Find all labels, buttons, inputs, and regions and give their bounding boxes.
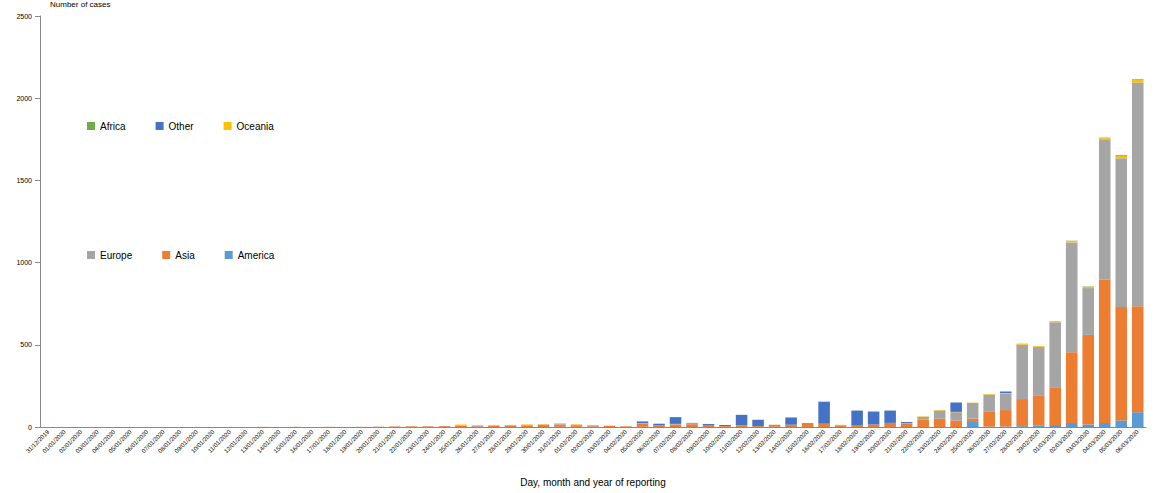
svg-text:31/01/2020: 31/01/2020 — [536, 428, 563, 455]
svg-text:0: 0 — [28, 424, 32, 431]
svg-text:03/02/2020: 03/02/2020 — [586, 428, 612, 455]
svg-text:05/01/2020: 05/01/2020 — [107, 428, 133, 455]
svg-text:11/02/2020: 11/02/2020 — [718, 428, 744, 454]
svg-text:America: America — [238, 250, 275, 261]
svg-text:01/01/2020: 01/01/2020 — [41, 428, 67, 455]
svg-text:2000: 2000 — [16, 95, 32, 102]
svg-text:Europe: Europe — [100, 250, 133, 261]
svg-text:Asia: Asia — [175, 250, 195, 261]
svg-text:04/03/2020: 04/03/2020 — [1081, 428, 1107, 455]
svg-text:04/02/2020: 04/02/2020 — [602, 428, 629, 455]
svg-text:03/01/2020: 03/01/2020 — [74, 428, 100, 455]
svg-text:1000: 1000 — [16, 259, 32, 266]
svg-text:12/01/2020: 12/01/2020 — [223, 428, 249, 455]
svg-text:14/01/2020: 14/01/2020 — [256, 428, 282, 455]
svg-text:22/01/2020: 22/01/2020 — [388, 428, 414, 455]
svg-text:15/02/2020: 15/02/2020 — [784, 428, 810, 455]
svg-text:24/02/2020: 24/02/2020 — [932, 428, 959, 455]
svg-text:500: 500 — [20, 341, 32, 348]
svg-text:02/01/2020: 02/01/2020 — [58, 428, 84, 455]
svg-text:13/02/2020: 13/02/2020 — [751, 428, 777, 455]
svg-text:18/02/2020: 18/02/2020 — [833, 428, 860, 455]
svg-text:13/01/2020: 13/01/2020 — [239, 428, 265, 455]
svg-text:28/02/2020: 28/02/2020 — [998, 428, 1025, 455]
svg-text:06/01/2020: 06/01/2020 — [124, 428, 150, 455]
svg-text:20/02/2020: 20/02/2020 — [866, 428, 893, 455]
svg-text:21/01/2020: 21/01/2020 — [371, 428, 397, 455]
svg-text:23/02/2020: 23/02/2020 — [916, 428, 942, 455]
svg-text:05/03/2020: 05/03/2020 — [1097, 428, 1124, 455]
svg-text:10/01/2020: 10/01/2020 — [190, 428, 216, 455]
svg-text:2500: 2500 — [16, 13, 32, 20]
svg-text:01/03/2020: 01/03/2020 — [1031, 428, 1058, 455]
svg-text:02/02/2020: 02/02/2020 — [569, 428, 596, 455]
svg-text:21/02/2020: 21/02/2020 — [883, 428, 909, 455]
svg-text:11/01/2020: 11/01/2020 — [206, 428, 232, 454]
svg-text:06/03/2020: 06/03/2020 — [1114, 428, 1140, 454]
svg-text:25/01/2020: 25/01/2020 — [437, 428, 464, 455]
svg-text:20/01/2020: 20/01/2020 — [355, 428, 381, 455]
svg-text:22/02/2020: 22/02/2020 — [899, 428, 926, 455]
svg-text:15/01/2020: 15/01/2020 — [272, 428, 298, 455]
svg-text:31/12/2019: 31/12/2019 — [25, 428, 51, 455]
svg-text:24/01/2020: 24/01/2020 — [421, 428, 447, 455]
svg-text:Africa: Africa — [100, 121, 126, 132]
svg-text:12/02/2020: 12/02/2020 — [734, 428, 761, 455]
svg-text:04/01/2020: 04/01/2020 — [91, 428, 117, 455]
svg-text:05/02/2020: 05/02/2020 — [619, 428, 645, 455]
svg-text:17/01/2020: 17/01/2020 — [305, 428, 331, 455]
svg-text:17/02/2020: 17/02/2020 — [817, 428, 843, 455]
svg-text:08/01/2020: 08/01/2020 — [157, 428, 183, 455]
svg-text:06/02/2020: 06/02/2020 — [635, 428, 662, 455]
svg-text:18/01/2020: 18/01/2020 — [322, 428, 348, 455]
svg-text:23/01/2020: 23/01/2020 — [404, 428, 430, 455]
svg-text:Oceania: Oceania — [237, 121, 275, 132]
svg-text:09/02/2020: 09/02/2020 — [685, 428, 711, 455]
svg-text:26/02/2020: 26/02/2020 — [965, 428, 992, 455]
svg-text:19/02/2020: 19/02/2020 — [850, 428, 876, 455]
svg-text:28/01/2020: 28/01/2020 — [487, 428, 513, 455]
svg-text:26/01/2020: 26/01/2020 — [454, 428, 480, 455]
svg-text:Other: Other — [169, 121, 195, 132]
svg-text:03/03/2020: 03/03/2020 — [1064, 428, 1091, 455]
svg-text:14/02/2020: 14/02/2020 — [767, 428, 794, 455]
svg-text:29/02/2020: 29/02/2020 — [1015, 428, 1041, 455]
svg-text:02/03/2020: 02/03/2020 — [1048, 428, 1074, 455]
svg-text:01/02/2020: 01/02/2020 — [553, 428, 579, 455]
svg-text:07/02/2020: 07/02/2020 — [652, 428, 678, 455]
svg-text:30/01/2020: 30/01/2020 — [520, 428, 546, 455]
svg-text:1500: 1500 — [16, 177, 32, 184]
svg-text:19/01/2020: 19/01/2020 — [338, 428, 364, 455]
svg-text:Day, month and year of reporti: Day, month and year of reporting — [520, 477, 665, 488]
svg-text:10/02/2020: 10/02/2020 — [701, 428, 728, 455]
svg-text:09/01/2020: 09/01/2020 — [173, 428, 199, 455]
svg-text:16/02/2020: 16/02/2020 — [800, 428, 827, 455]
svg-text:Number of cases: Number of cases — [50, 0, 110, 9]
svg-text:16/01/2020: 16/01/2020 — [289, 428, 315, 455]
svg-text:08/02/2020: 08/02/2020 — [668, 428, 695, 455]
svg-text:07/01/2020: 07/01/2020 — [140, 428, 166, 455]
svg-text:27/01/2020: 27/01/2020 — [470, 428, 497, 455]
svg-text:29/01/2020: 29/01/2020 — [503, 428, 530, 455]
svg-text:25/02/2020: 25/02/2020 — [949, 428, 975, 455]
svg-text:27/02/2020: 27/02/2020 — [982, 428, 1008, 455]
